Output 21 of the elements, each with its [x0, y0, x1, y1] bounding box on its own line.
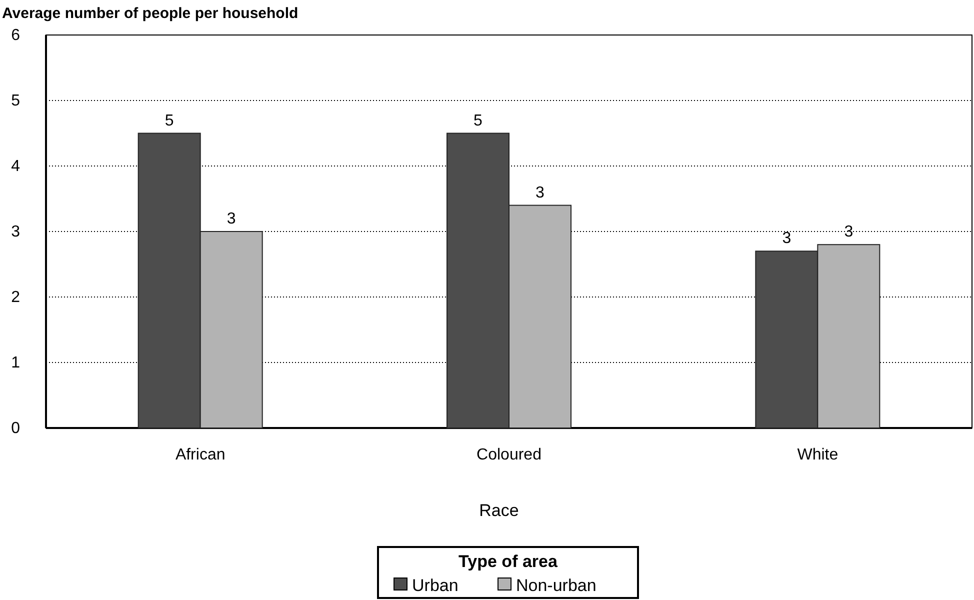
- x-axis-title: Race: [479, 501, 519, 520]
- y-tick-label: 4: [11, 158, 20, 176]
- data-label: 3: [844, 224, 854, 241]
- x-tick-label: White: [797, 446, 838, 464]
- data-label: 5: [474, 112, 483, 130]
- data-label: 3: [226, 210, 236, 228]
- y-tick-label: 0: [11, 420, 20, 438]
- y-tick-label: 3: [11, 224, 20, 241]
- legend-label: Non-urban: [516, 576, 596, 595]
- data-label: 3: [782, 230, 792, 248]
- y-tick-label: 1: [11, 354, 20, 372]
- x-tick-label: African: [175, 446, 226, 464]
- y-tick-label: 5: [11, 92, 20, 110]
- y-tick-label: 2: [11, 289, 20, 306]
- legend-title: Type of area: [458, 552, 558, 571]
- data-label: 5: [164, 112, 174, 130]
- data-label: 3: [536, 184, 545, 202]
- x-tick-label: Coloured: [476, 446, 542, 464]
- chart-title: Average number of people per household: [2, 5, 298, 22]
- y-tick-label: 6: [11, 27, 20, 44]
- legend-label: Urban: [412, 576, 458, 595]
